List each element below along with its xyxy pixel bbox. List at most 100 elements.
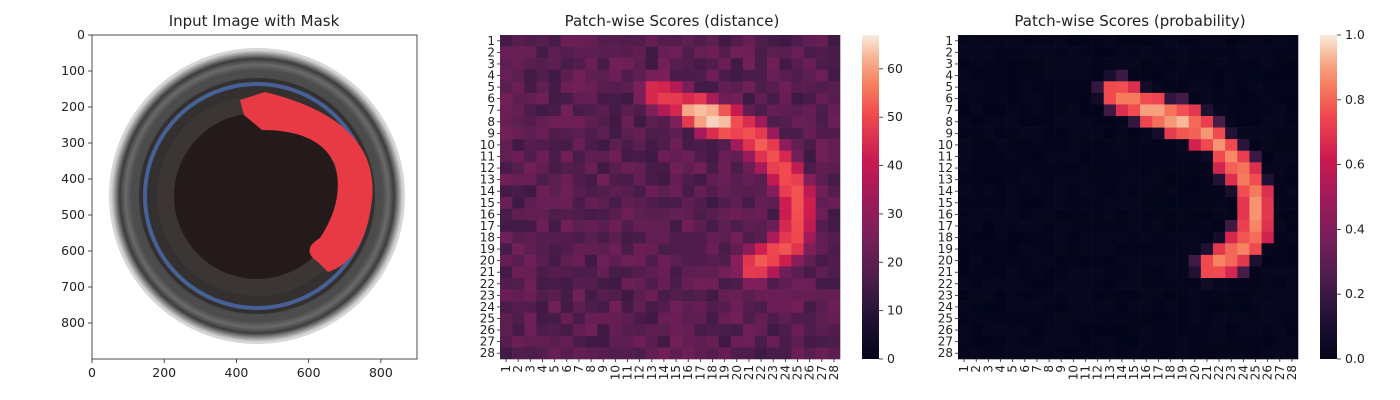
- probability-cell: [1103, 208, 1117, 221]
- probability-cell: [1006, 231, 1020, 244]
- distance-cell: [682, 139, 695, 152]
- distance-cell: [827, 127, 841, 140]
- distance-cell: [670, 139, 683, 152]
- probability-cell: [1030, 35, 1044, 47]
- distance-cell: [548, 231, 562, 244]
- panel1-ytick-label: 800: [61, 315, 85, 330]
- probability-cell: [994, 197, 1007, 209]
- panel1-xtick-label: 0: [88, 365, 96, 380]
- probability-cell: [1285, 254, 1299, 267]
- probability-cell: [1018, 127, 1032, 140]
- distance-cell: [694, 312, 707, 325]
- probability-cell: [1091, 197, 1105, 209]
- distance-cell: [767, 347, 780, 360]
- distance-cell: [633, 127, 647, 140]
- distance-cell: [730, 197, 744, 209]
- probability-cell: [1018, 243, 1032, 256]
- distance-xtick-label: 15: [669, 365, 683, 380]
- distance-xtick-label: 12: [633, 365, 647, 380]
- distance-cell: [500, 254, 513, 267]
- probability-cell: [1285, 231, 1299, 244]
- probability-cell: [1091, 116, 1105, 128]
- probability-cell: [1249, 185, 1262, 198]
- distance-cell: [742, 266, 756, 279]
- probability-cell: [1152, 116, 1165, 128]
- probability-cell: [994, 104, 1007, 117]
- probability-cell: [1213, 185, 1226, 198]
- probability-cell: [970, 58, 983, 71]
- probability-cell: [1261, 324, 1275, 337]
- distance-cell: [815, 185, 829, 198]
- probability-cell: [1091, 81, 1105, 94]
- probability-cell: [958, 173, 971, 186]
- distance-cell: [597, 289, 610, 302]
- distance-cell: [682, 104, 695, 117]
- probability-cell: [1188, 254, 1202, 267]
- distance-cell: [500, 58, 513, 71]
- probability-cell: [1213, 162, 1226, 175]
- distance-cell: [718, 278, 732, 290]
- distance-cell: [657, 208, 671, 221]
- probability-cell: [994, 254, 1007, 267]
- distance-cell: [670, 301, 683, 314]
- probability-cell: [1237, 58, 1250, 71]
- distance-cell: [633, 139, 647, 152]
- panel2-title: Patch-wise Scores (distance): [565, 12, 780, 30]
- distance-cell: [815, 69, 829, 82]
- distance-cell: [621, 347, 634, 360]
- probability-cell: [1188, 104, 1202, 117]
- probability-cell: [958, 139, 971, 152]
- probability-cell: [1249, 58, 1262, 71]
- distance-cell: [548, 116, 562, 128]
- probability-cell: [982, 81, 995, 94]
- probability-cell: [1140, 162, 1153, 175]
- probability-cell: [1237, 335, 1250, 348]
- distance-cell: [742, 81, 756, 94]
- probability-cell: [1091, 173, 1105, 186]
- distance-cell: [718, 185, 732, 198]
- probability-cell: [1285, 324, 1299, 337]
- probability-cell: [1055, 104, 1068, 117]
- distance-ytick-label: 11: [480, 150, 495, 164]
- probability-cell: [1006, 243, 1020, 256]
- distance-cell: [779, 104, 792, 117]
- distance-cell: [621, 324, 634, 337]
- distance-xtick-label: 6: [560, 365, 574, 373]
- distance-ytick-label: 15: [480, 196, 495, 210]
- probability-cell: [1030, 58, 1044, 71]
- distance-cell: [524, 347, 537, 360]
- distance-cell: [791, 243, 804, 256]
- probability-cell: [1273, 139, 1287, 152]
- distance-cell: [597, 173, 610, 186]
- probability-colorbar-ticks: 0.00.20.40.60.81.0: [1337, 27, 1365, 366]
- probability-cell: [1055, 35, 1068, 47]
- distance-cell: [536, 254, 549, 267]
- distance-cell: [657, 58, 671, 71]
- probability-cell: [970, 81, 983, 94]
- probability-cell: [1128, 197, 1141, 209]
- probability-cell: [1176, 58, 1190, 71]
- probability-cell: [1261, 197, 1275, 209]
- distance-cell: [742, 278, 756, 290]
- probability-cell: [1128, 243, 1141, 256]
- distance-cell: [500, 312, 513, 325]
- distance-cell: [572, 231, 586, 244]
- distance-cell: [694, 301, 707, 314]
- probability-cell: [1018, 324, 1032, 337]
- distance-cell: [548, 162, 562, 175]
- distance-cell: [585, 254, 598, 267]
- distance-cell: [827, 92, 841, 105]
- probability-cell: [1067, 35, 1080, 47]
- distance-cell: [755, 220, 768, 233]
- probability-cell: [1225, 139, 1238, 152]
- distance-ytick-label: 3: [487, 57, 495, 71]
- distance-cell: [730, 278, 744, 290]
- distance-cell: [572, 162, 586, 175]
- distance-xtick-label: 23: [766, 365, 780, 380]
- probability-xtick-label: 14: [1115, 365, 1129, 380]
- probability-cell: [1273, 312, 1287, 325]
- distance-cell: [536, 278, 549, 290]
- probability-cell: [1213, 69, 1226, 82]
- distance-cell: [682, 197, 695, 209]
- distance-cell: [585, 127, 598, 140]
